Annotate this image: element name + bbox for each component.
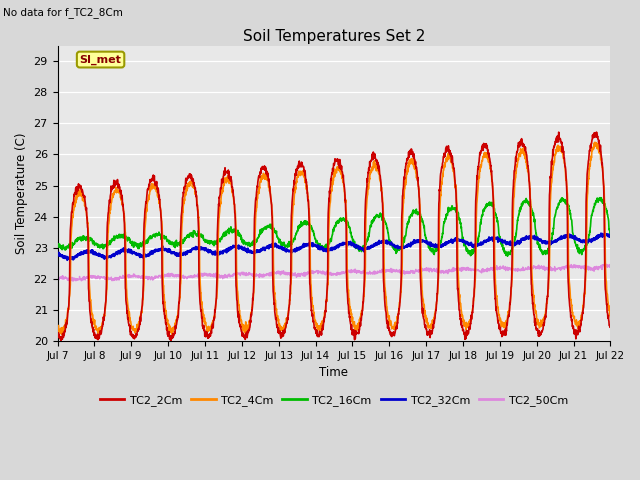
Text: No data for f_TC2_8Cm: No data for f_TC2_8Cm bbox=[3, 7, 123, 18]
Legend: TC2_2Cm, TC2_4Cm, TC2_16Cm, TC2_32Cm, TC2_50Cm: TC2_2Cm, TC2_4Cm, TC2_16Cm, TC2_32Cm, TC… bbox=[95, 391, 573, 411]
Y-axis label: Soil Temperature (C): Soil Temperature (C) bbox=[15, 132, 28, 254]
X-axis label: Time: Time bbox=[319, 366, 349, 379]
Title: Soil Temperatures Set 2: Soil Temperatures Set 2 bbox=[243, 29, 425, 44]
Text: SI_met: SI_met bbox=[79, 54, 122, 65]
